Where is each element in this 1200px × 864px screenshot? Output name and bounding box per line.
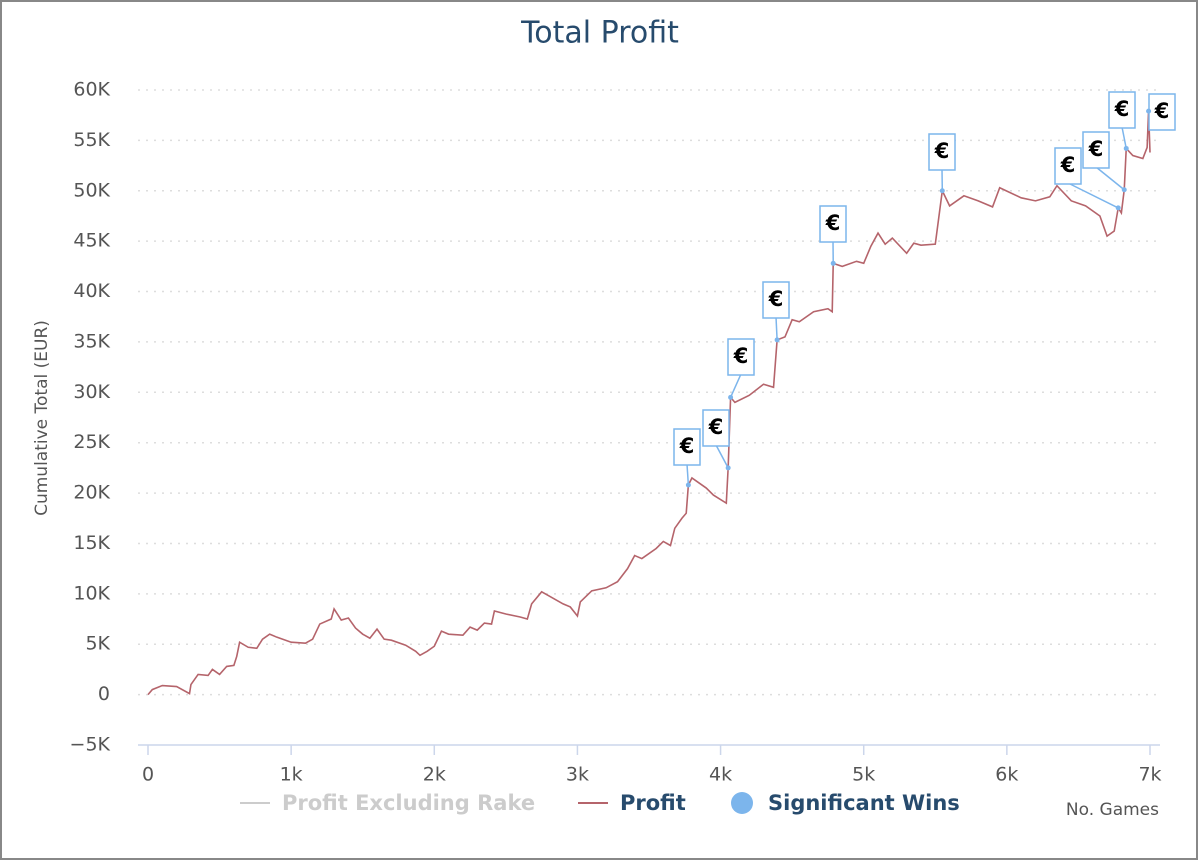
- callout-label: €: [1088, 137, 1104, 161]
- callout-label: €: [825, 211, 841, 235]
- x-tick-label: 6k: [995, 764, 1018, 786]
- win-point: [830, 260, 836, 266]
- y-tick-label: 25K: [73, 431, 110, 453]
- y-tick-label: 45K: [73, 230, 110, 252]
- y-tick-label: 50K: [73, 179, 110, 201]
- callout-label: €: [1060, 153, 1076, 177]
- win-point: [685, 482, 691, 488]
- callout-connector: [1095, 166, 1125, 191]
- legend-item[interactable]: Profit: [578, 791, 686, 815]
- callout-label: €: [1114, 97, 1130, 121]
- callout-box: [819, 205, 847, 243]
- y-tick-label: −5K: [70, 734, 111, 756]
- legend-label[interactable]: Profit: [620, 791, 686, 815]
- win-point: [1146, 108, 1152, 114]
- callout-label: €: [1154, 99, 1170, 123]
- callout-connector: [1121, 126, 1127, 149]
- win-point: [728, 394, 734, 400]
- callout-label: €: [768, 287, 784, 311]
- x-tick-label: 1k: [280, 764, 303, 786]
- x-tick-label: 4k: [709, 764, 732, 786]
- callout-box: [702, 409, 730, 447]
- callout-box: [1108, 91, 1136, 129]
- callout-connector: [715, 444, 729, 469]
- y-axis-title: Cumulative Total (EUR): [32, 320, 52, 516]
- win-point: [939, 188, 945, 194]
- callout-box: [1054, 147, 1082, 185]
- chart-title: Total Profit: [520, 16, 679, 51]
- win-point: [1121, 187, 1127, 193]
- callout-box: [1082, 131, 1110, 169]
- callout-box: [762, 281, 790, 319]
- x-tick-label: 5k: [852, 764, 875, 786]
- y-tick-label: 5K: [85, 633, 110, 655]
- callout-box: [727, 338, 755, 376]
- legend-label[interactable]: Profit Excluding Rake: [282, 791, 535, 815]
- callout-label: €: [934, 139, 950, 163]
- callout-box: [928, 133, 956, 171]
- callout-label: €: [679, 434, 695, 458]
- profit-line: [147, 111, 1151, 696]
- callout-connector: [775, 316, 778, 340]
- legend-item[interactable]: Profit Excluding Rake: [240, 791, 535, 815]
- x-tick-label: 2k: [423, 764, 446, 786]
- x-tick-label: 0: [142, 764, 154, 786]
- win-point: [774, 337, 780, 343]
- win-point: [1115, 205, 1121, 211]
- y-tick-label: 30K: [73, 381, 110, 403]
- x-axis-title: No. Games: [1066, 800, 1159, 820]
- y-tick-label: 40K: [73, 280, 110, 302]
- y-tick-label: 15K: [73, 532, 110, 554]
- win-point: [1123, 145, 1129, 151]
- callout-connector: [1067, 182, 1119, 209]
- callout-connector: [729, 373, 742, 398]
- x-tick-label: 3k: [566, 764, 589, 786]
- legend-label[interactable]: Significant Wins: [768, 791, 960, 815]
- win-point: [725, 465, 731, 471]
- y-tick-label: 10K: [73, 582, 110, 604]
- callout-box: [673, 428, 701, 466]
- legend-symbol[interactable]: [731, 792, 753, 814]
- legend-item[interactable]: Significant Wins: [731, 791, 960, 815]
- y-tick-label: 35K: [73, 330, 110, 352]
- callout-label: €: [708, 415, 724, 439]
- y-tick-label: 60K: [73, 79, 110, 101]
- callout-label: €: [733, 344, 749, 368]
- y-tick-label: 55K: [73, 129, 110, 151]
- x-tick-label: 7k: [1138, 764, 1161, 786]
- callout-connector: [686, 463, 690, 486]
- y-tick-label: 20K: [73, 482, 110, 504]
- y-tick-label: 0: [98, 683, 110, 705]
